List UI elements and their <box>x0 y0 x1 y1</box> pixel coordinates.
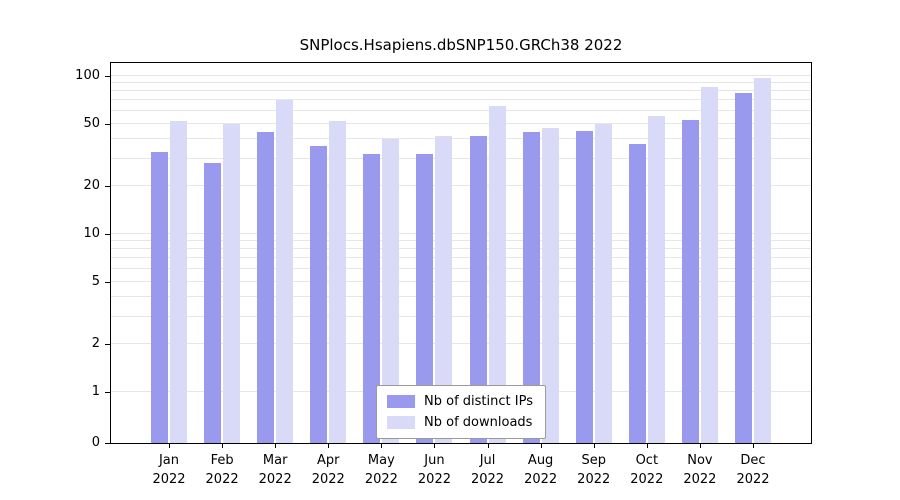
y-axis-label: 50 <box>83 115 100 131</box>
bar-downloads <box>488 105 506 443</box>
legend-swatch <box>387 416 416 429</box>
bar-downloads <box>647 115 665 443</box>
legend: Nb of distinct IPs Nb of downloads <box>376 385 546 439</box>
bar-downloads <box>541 127 559 443</box>
plot-area: Nb of distinct IPs Nb of downloads <box>110 62 812 444</box>
bar-distinct-ips <box>310 146 328 443</box>
y-tick-mark <box>105 344 110 346</box>
x-tick-mark <box>434 444 436 448</box>
x-axis-label: Apr 2022 <box>311 453 345 487</box>
x-tick-mark <box>699 444 701 448</box>
gridline <box>111 82 811 84</box>
gridline <box>111 157 811 159</box>
gridline <box>111 110 811 112</box>
gridline <box>111 75 811 76</box>
x-tick-mark <box>381 444 383 448</box>
bar-distinct-ips <box>628 144 646 443</box>
x-axis-label: Mar 2022 <box>258 453 292 487</box>
y-tick-mark <box>105 392 110 393</box>
bar-downloads <box>276 99 294 443</box>
gridline <box>111 295 811 297</box>
y-axis-label: 0 <box>91 435 100 450</box>
y-tick-mark <box>105 76 110 77</box>
x-tick-mark <box>646 444 648 448</box>
x-tick-mark <box>275 444 277 448</box>
x-axis-label: Nov 2022 <box>683 453 717 487</box>
x-tick-mark <box>487 444 489 448</box>
x-axis-label: Aug 2022 <box>524 453 558 487</box>
x-axis-label: Dec 2022 <box>736 453 770 487</box>
y-tick-mark <box>105 123 110 125</box>
gridline <box>111 257 811 259</box>
bar-downloads <box>754 78 771 443</box>
legend-label: Nb of downloads <box>424 415 533 430</box>
y-tick-mark <box>105 186 110 188</box>
gridline <box>111 137 811 139</box>
bar-downloads <box>700 87 718 443</box>
bar-distinct-ips <box>469 135 487 443</box>
bar-downloads <box>223 123 241 443</box>
bar-downloads <box>382 138 400 443</box>
bar-distinct-ips <box>416 154 434 443</box>
bar-distinct-ips <box>257 132 275 443</box>
legend-item-downloads: Nb of downloads <box>385 412 535 433</box>
gridline <box>111 315 811 317</box>
x-axis-label: Oct 2022 <box>630 453 664 487</box>
gridline <box>111 233 811 234</box>
x-axis-label: Feb 2022 <box>205 453 239 487</box>
gridline <box>111 240 811 242</box>
bar-downloads <box>594 123 612 443</box>
chart-title: SNPlocs.Hsapiens.dbSNP150.GRCh38 2022 <box>299 36 623 54</box>
gridline <box>111 280 811 282</box>
x-tick-mark <box>328 444 330 448</box>
x-axis-label: Jan 2022 <box>152 453 186 487</box>
legend-label: Nb of distinct IPs <box>424 394 533 409</box>
gridline <box>111 343 811 345</box>
bar-distinct-ips <box>204 163 222 443</box>
y-axis-label: 100 <box>75 68 100 83</box>
bar-distinct-ips <box>522 132 540 443</box>
y-axis-label: 2 <box>91 336 100 352</box>
gridline <box>111 268 811 270</box>
bar-distinct-ips <box>575 130 593 443</box>
bar-distinct-ips <box>681 119 699 443</box>
gridline <box>111 99 811 101</box>
bar-distinct-ips <box>363 154 381 443</box>
y-axis-label: 10 <box>83 226 100 241</box>
y-axis-label: 20 <box>83 178 100 194</box>
x-axis-label: Sep 2022 <box>577 453 611 487</box>
y-tick-mark <box>105 443 110 444</box>
y-tick-mark <box>105 281 110 283</box>
bar-downloads <box>329 120 347 443</box>
x-tick-mark <box>169 444 170 448</box>
gridline <box>111 248 811 250</box>
y-axis-label: 5 <box>91 273 100 289</box>
legend-item-distinct-ips: Nb of distinct IPs <box>385 391 535 412</box>
x-axis-label: May 2022 <box>364 453 398 487</box>
gridline <box>111 185 811 187</box>
bar-downloads <box>435 135 453 443</box>
x-axis-label: Jul 2022 <box>470 453 505 487</box>
gridline <box>111 90 811 92</box>
x-axis-label: Jun 2022 <box>417 453 451 487</box>
bar-distinct-ips <box>735 93 752 443</box>
y-tick-mark <box>105 234 110 235</box>
x-tick-mark <box>593 444 595 448</box>
y-axis-label: 1 <box>91 384 100 399</box>
gridline <box>111 122 811 124</box>
bar-downloads <box>170 120 187 443</box>
legend-swatch <box>387 395 416 408</box>
x-tick-mark <box>222 444 224 448</box>
bar-distinct-ips <box>151 152 168 443</box>
x-tick-mark <box>753 444 754 448</box>
x-tick-mark <box>540 444 542 448</box>
